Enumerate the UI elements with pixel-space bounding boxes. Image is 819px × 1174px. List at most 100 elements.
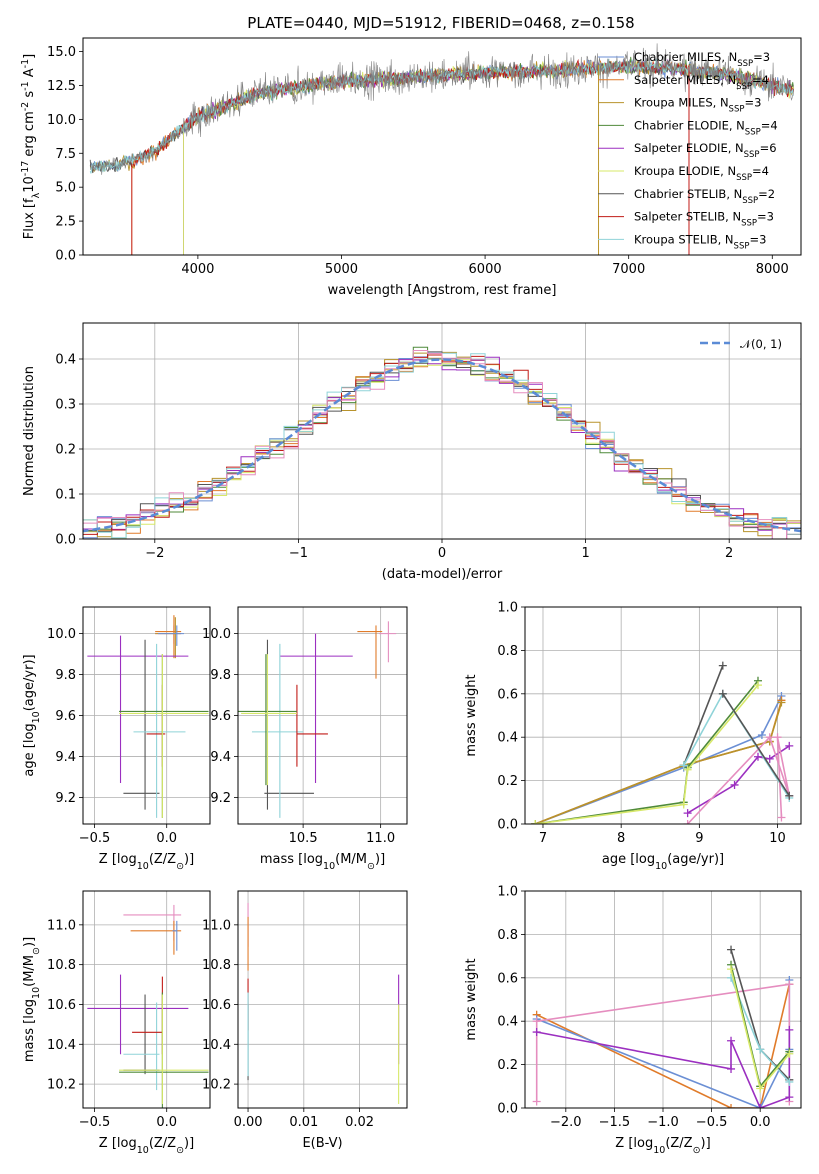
z-weight-series-kroupa_elodie-7 (727, 965, 794, 1093)
z-age-ylabel: age [log10(age/yr)] (22, 654, 42, 776)
z-weight-xtick-label-4: 0.0 (750, 1115, 771, 1130)
age-weight-marker-salpeter_elodie-4 (785, 741, 794, 750)
age-weight-line-kroupa_elodie (535, 684, 759, 824)
age-weight-line-chabrier_miles (534, 695, 783, 824)
age-weight-marker-kroupa_elodie-2 (683, 765, 692, 774)
age-weight-marker-chabrier_stelib-1 (718, 661, 727, 670)
age-weight-xtick-label-3: 10 (769, 831, 786, 846)
z-mass-ytick-label-3: 10.8 (47, 958, 76, 973)
ebv-mass-ytick-label-4: 11.0 (202, 918, 231, 933)
z-mass-point-chabrier_miles-2 (172, 920, 178, 951)
z-weight-marker-kroupa_stelib-1 (756, 1045, 765, 1054)
age-weight-ytick-label-0: 0.0 (497, 818, 518, 833)
z-weight-line-salpeter_miles (536, 984, 791, 1108)
spectrum-legend-name-chabrier_elodie: Chabrier ELODIE, N (634, 118, 745, 132)
age-weight-marker-chabrier_miles-2 (757, 731, 766, 740)
mass-age-ytick-label-2: 9.6 (210, 709, 231, 724)
spectrum-legend-sub-salpeter_stelib: SSP (741, 219, 757, 229)
mass-age-ytick-label-0: 9.2 (210, 791, 231, 806)
age-weight-line-salpeter_elodie (687, 745, 790, 814)
ebv-mass-plot-area (247, 902, 400, 1105)
age-weight-marker-pink-1 (765, 733, 774, 742)
spectrum-ytick-label-2: 5.0 (55, 181, 76, 196)
age-weight-marker-kroupa_elodie-1 (679, 800, 688, 809)
age-weight-marker-kroupa_miles-3 (777, 698, 786, 707)
age-weight-ytick-label-2: 0.4 (497, 731, 518, 746)
z-mass-ytick-label-2: 10.6 (47, 998, 76, 1013)
mass-age-point-chabrier_stelib-3 (264, 639, 314, 810)
spectrum-legend-suffix-kroupa_stelib: =3 (749, 232, 766, 246)
age-weight-marker-kroupa_elodie-3 (753, 681, 762, 690)
age-weight-line-chabrier_stelib (682, 665, 724, 766)
z-weight-ytick-label-0: 0.0 (497, 1102, 518, 1117)
z-age-xtick-label-1: 0.0 (156, 831, 177, 846)
z-weight-marker-kroupa_elodie-1 (756, 1084, 765, 1093)
z-weight-xtick-label-0: −2.0 (550, 1115, 582, 1130)
residuals-ytick-label-2: 0.2 (55, 443, 76, 458)
spectrum-legend-sub-kroupa_stelib: SSP (734, 241, 750, 251)
age-weight-marker-pink-3 (773, 733, 782, 742)
spectrum-legend-suffix-salpeter_elodie: =6 (760, 141, 777, 155)
z-weight-marker-salpeter_elodie-1 (727, 1064, 736, 1073)
mass-age-axes: 10.5 11.0 9.2 9.4 9.6 9.8 10.0 mass [log10(M/M⊙… (202, 607, 407, 872)
age-weight-ytick-label-4: 0.8 (497, 644, 518, 659)
age-weight-line-chabrier_elodie (535, 680, 759, 824)
spectrum-legend-label-salpeter_miles: Salpeter MILES, NSSP=4 (634, 73, 769, 92)
z-mass-ytick-label-4: 11.0 (47, 918, 76, 933)
spectrum-xtick-label-4: 8000 (756, 262, 789, 277)
mass-age-point-salpeter_elodie-2 (279, 633, 353, 784)
age-weight-xtick-label-2: 9 (695, 831, 703, 846)
ebv-mass-xtick-label-2: 0.02 (345, 1115, 374, 1130)
ebv-mass-xtick-label-0: 0.00 (234, 1115, 263, 1130)
age-weight-marker-salpeter_elodie-0 (683, 809, 692, 818)
spectrum-legend-label-salpeter_elodie: Salpeter ELODIE, NSSP=6 (634, 141, 777, 160)
age-weight-xlabel: age [log10(age/yr)] (602, 852, 724, 872)
z-weight-marker-pink-1 (532, 1017, 541, 1026)
z-weight-marker-salpeter_elodie-3 (756, 1104, 765, 1108)
spectrum-legend-suffix-chabrier_stelib: =2 (758, 187, 775, 201)
spectrum-model-line-salpeter_miles (131, 60, 794, 255)
spectrum-plot-area (89, 43, 795, 255)
z-age-xlabel: Z [log10(Z/Z⊙)] (99, 852, 194, 872)
residuals-ytick-label-1: 0.1 (55, 488, 76, 503)
z-weight-xtick-label-1: −1.5 (599, 1115, 631, 1130)
spectrum-legend-label-chabrier_stelib: Chabrier STELIB, NSSP=2 (634, 187, 775, 206)
z-age-plot-area (87, 615, 209, 818)
mass-age-xtick-label-1: 11.0 (366, 831, 395, 846)
ebv-mass-ytick-label-3: 10.8 (202, 958, 231, 973)
z-weight-marker-salpeter_miles-1 (727, 1104, 736, 1108)
spectrum-legend-suffix-kroupa_miles: =3 (744, 96, 761, 110)
z-weight-ytick-label-2: 0.4 (497, 1015, 518, 1030)
z-mass-axes: −0.5 0.0 10.2 10.4 10.6 10.8 11.0 Z [log10(Z/Z⊙… (22, 891, 210, 1156)
residuals-ytick-label-3: 0.3 (55, 398, 76, 413)
age-weight-marker-salpeter_elodie-1 (730, 780, 739, 789)
spectrum-legend-sub-chabrier_stelib: SSP (742, 196, 758, 206)
z-age-frame (82, 606, 211, 825)
age-weight-marker-pink-0 (683, 820, 692, 824)
spectrum-legend-label-kroupa_elodie: Kroupa ELODIE, NSSP=4 (634, 164, 769, 183)
mass-age-ytick-label-4: 10.0 (202, 627, 231, 642)
age-weight-line-chabrier_stelib (722, 693, 790, 797)
residuals-axes: −2 −1 0 1 2 0.0 0.1 0.2 0.3 0.4 (data-model)/error… (22, 323, 801, 582)
residuals-xtick-label-2: 0 (438, 546, 446, 561)
z-weight-marker-salpeter_elodie-4 (785, 1093, 794, 1102)
age-weight-frame (524, 606, 802, 825)
z-weight-plot-area (532, 945, 794, 1108)
residuals-plot-area (83, 346, 801, 539)
residuals-legend-label: 𝒩(0, 1) (740, 337, 782, 351)
z-mass-point-chabrier_elodie-7 (119, 992, 209, 1108)
spectrum-xlabel: wavelength [Angstrom, rest frame] (328, 283, 557, 298)
z-weight-ytick-label-5: 1.0 (497, 885, 518, 900)
z-weight-frame (524, 890, 802, 1109)
spectrum-legend-sub-chabrier_elodie: SSP (745, 127, 761, 137)
spectrum-legend-name-kroupa_stelib: Kroupa STELIB, N (634, 232, 734, 246)
spectrum-legend-sub-salpeter_elodie: SSP (744, 150, 760, 160)
spectrum-legend-name-salpeter_miles: Salpeter MILES, N (634, 73, 736, 87)
age-weight-marker-kroupa_elodie-0 (531, 820, 540, 824)
residuals-frame (82, 322, 802, 540)
mass-age-point-salpeter_stelib-5 (296, 684, 328, 767)
z-age-point-kroupa_stelib-6 (133, 643, 186, 818)
residuals-ytick-label-0: 0.0 (55, 533, 76, 548)
z-age-point-chabrier_miles-3 (158, 625, 185, 646)
